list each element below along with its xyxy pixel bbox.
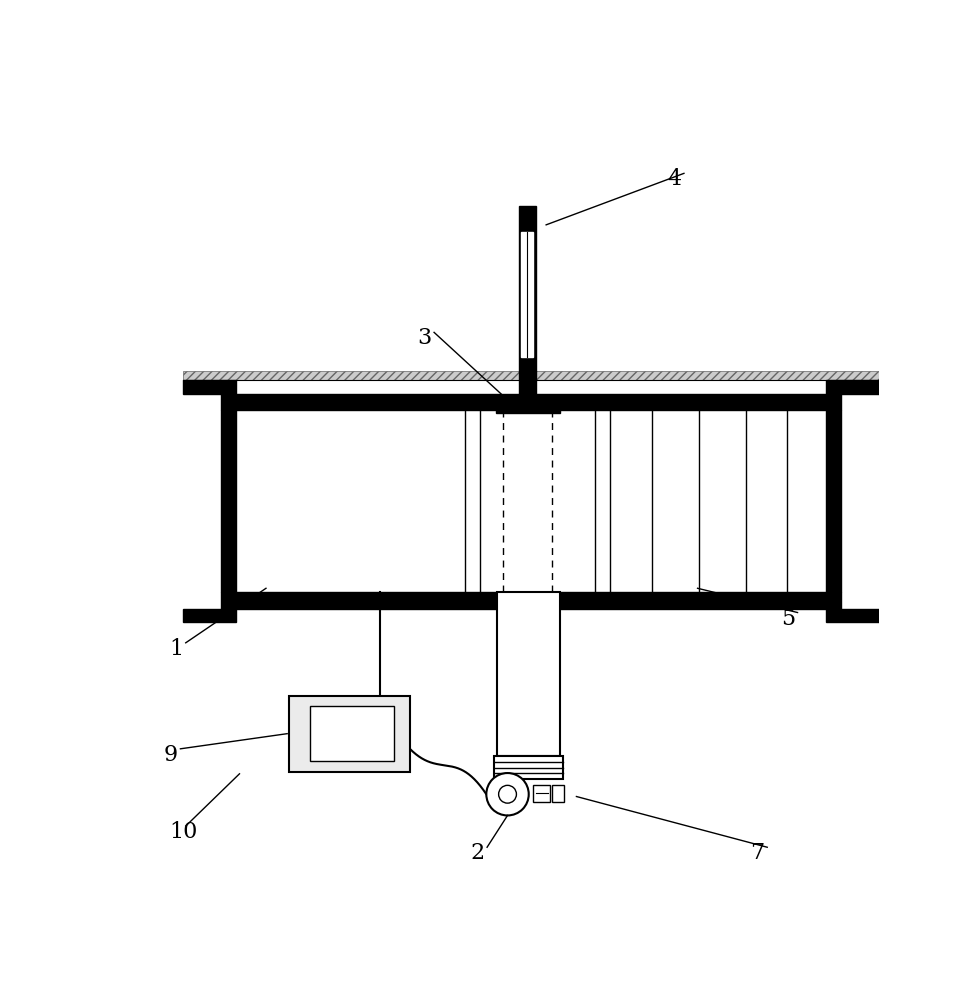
Text: 1: 1 (169, 638, 184, 660)
Bar (827, 380, 879, 394)
Bar (183, 380, 235, 394)
Text: 2: 2 (471, 842, 485, 864)
Bar (827, 410, 841, 592)
Bar (289, 696, 410, 772)
Bar (221, 592, 841, 609)
Bar (221, 394, 841, 410)
Text: 7: 7 (750, 842, 765, 864)
Text: 4: 4 (667, 168, 681, 190)
Text: 9: 9 (164, 744, 178, 766)
Bar (519, 206, 535, 410)
Bar (533, 785, 550, 802)
Bar (183, 609, 235, 622)
Bar (310, 706, 394, 761)
Bar (521, 232, 533, 357)
Bar (494, 756, 563, 779)
Text: 10: 10 (169, 821, 197, 843)
Bar (183, 371, 879, 380)
Bar (221, 410, 235, 592)
Circle shape (487, 773, 529, 815)
Text: 3: 3 (417, 327, 432, 349)
Bar (552, 785, 565, 802)
Circle shape (498, 785, 517, 803)
Bar (827, 609, 879, 622)
Text: 5: 5 (781, 608, 795, 630)
Bar (497, 592, 560, 756)
Bar (496, 401, 560, 413)
